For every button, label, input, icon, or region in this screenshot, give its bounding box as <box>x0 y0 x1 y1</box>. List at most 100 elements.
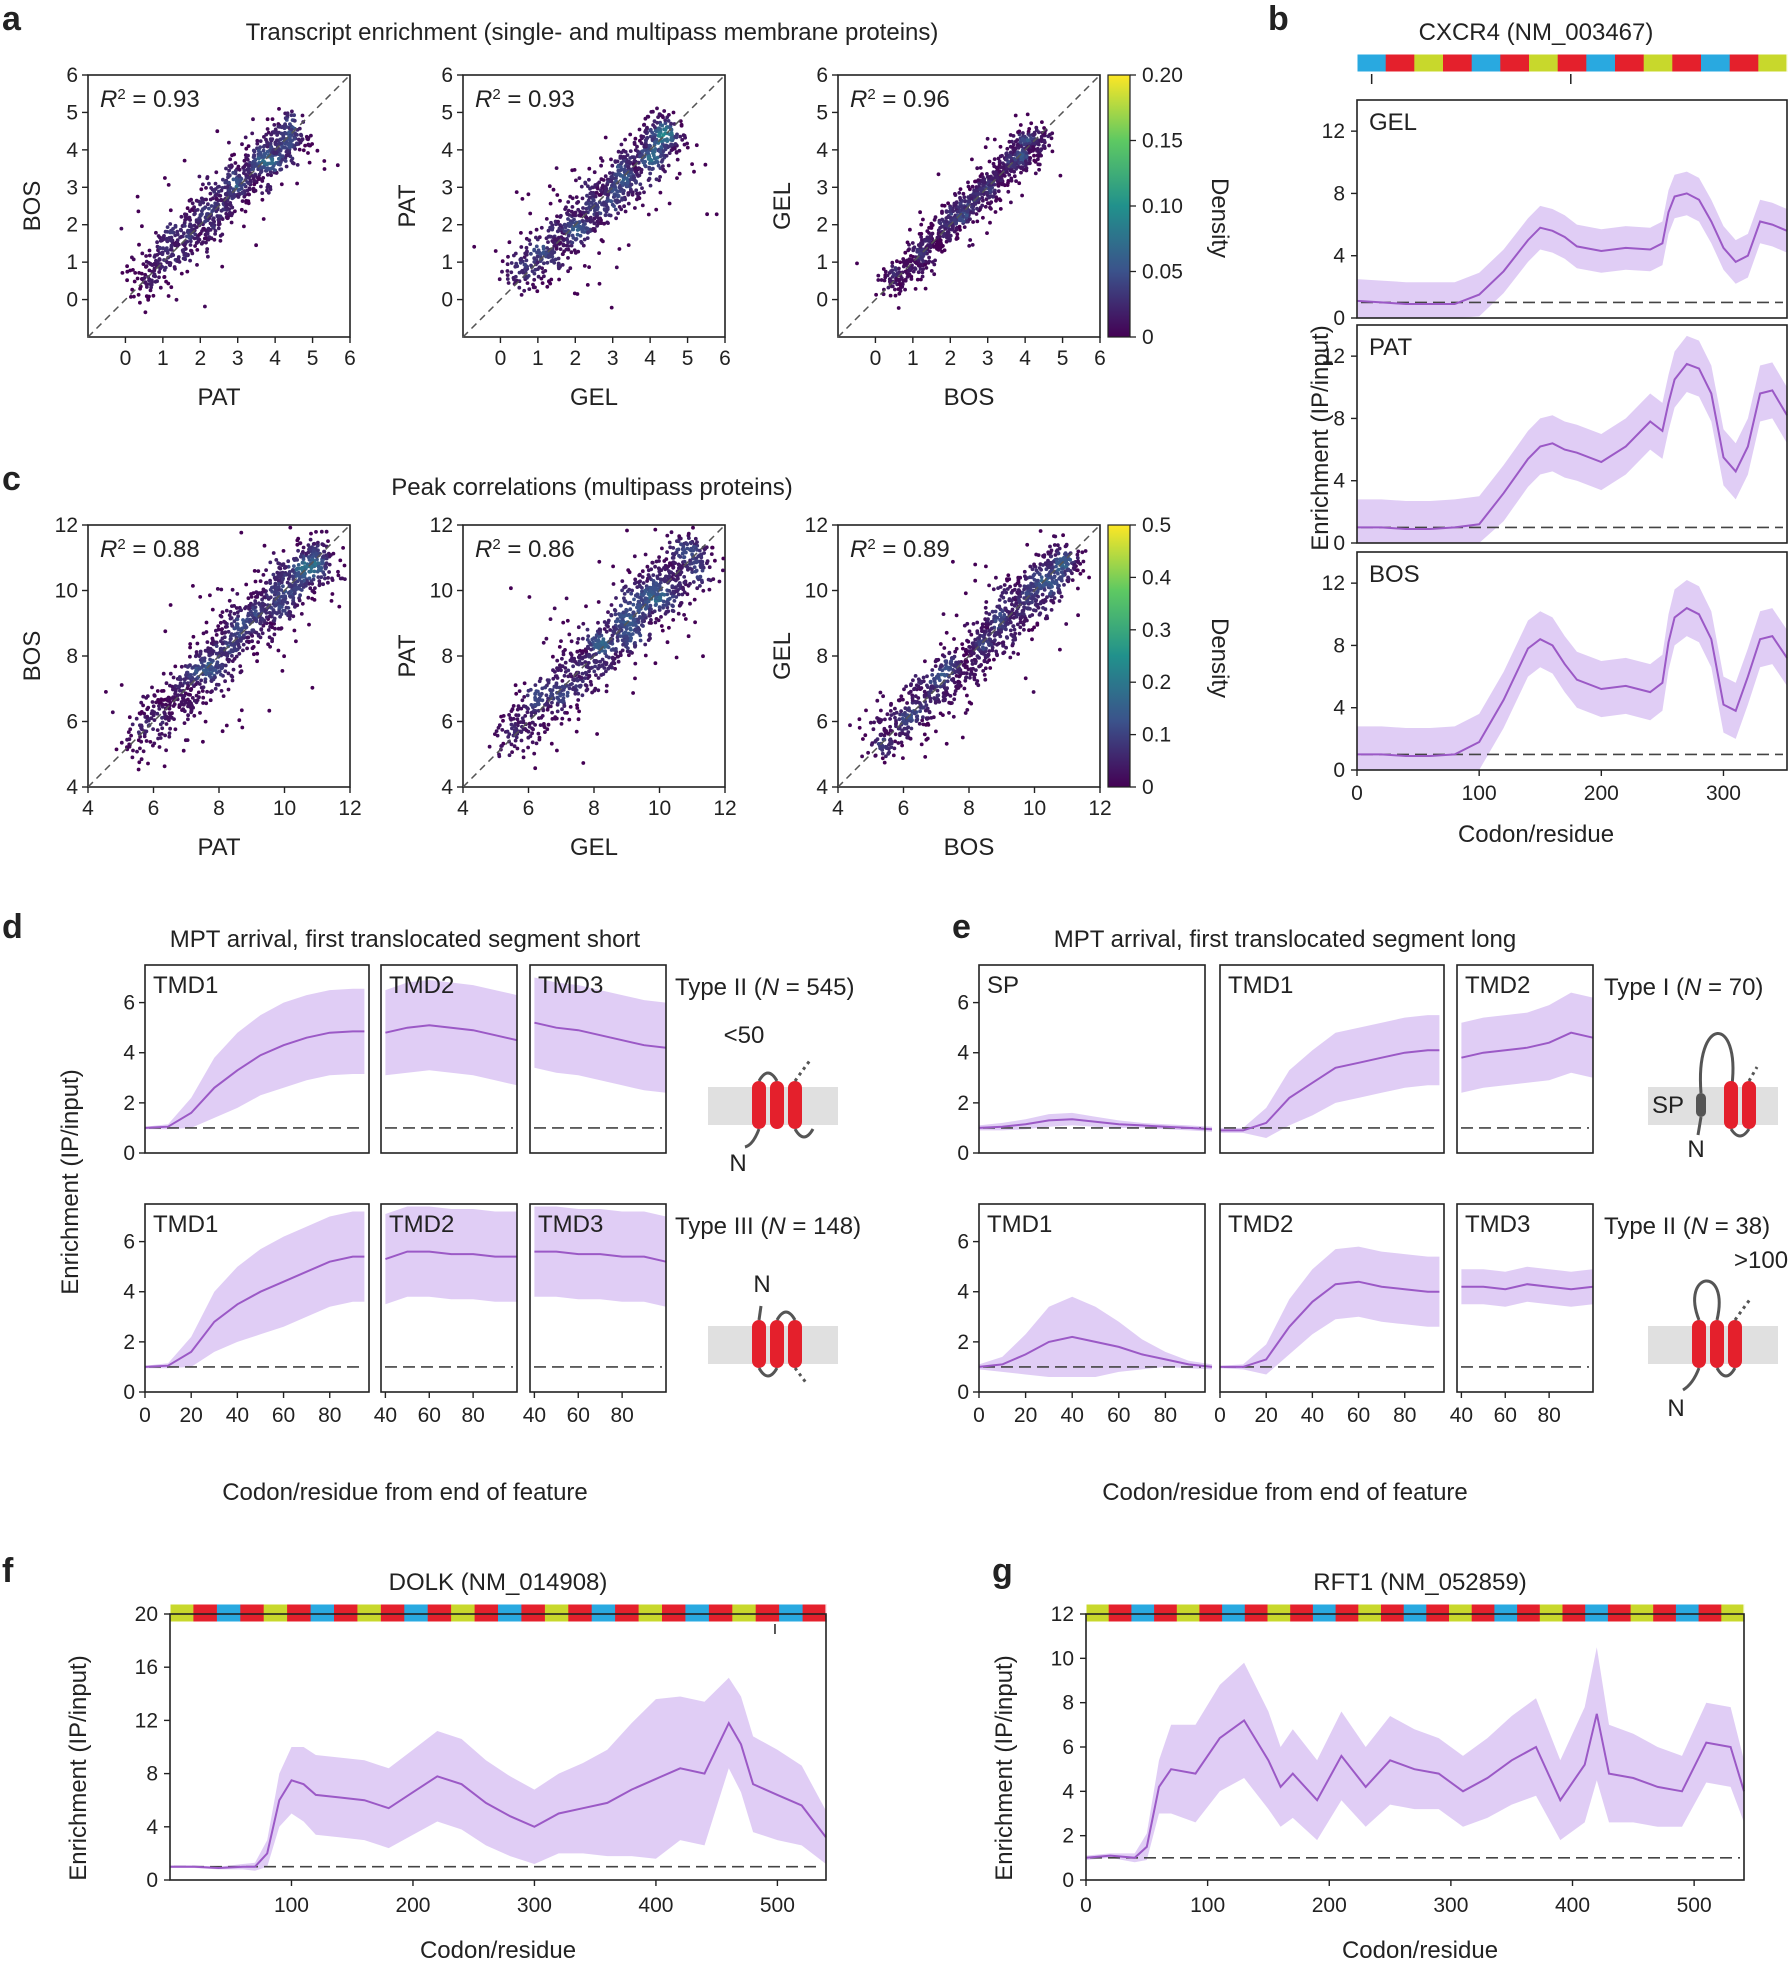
scatter-point <box>1001 182 1005 187</box>
scatter-point <box>275 570 280 575</box>
scatter-point <box>575 649 580 654</box>
scatter-point <box>548 617 553 621</box>
scatter-point <box>125 264 129 269</box>
scatter-point <box>222 619 227 624</box>
scatter-point <box>531 282 535 287</box>
scatter-point <box>186 216 191 221</box>
scatter-point <box>633 577 638 582</box>
scatter-point <box>657 605 662 610</box>
scatter-point <box>144 254 149 258</box>
scatter-point <box>290 568 295 573</box>
scatter-point <box>167 734 172 739</box>
scatter-point <box>506 735 511 739</box>
scatter-point <box>322 572 327 577</box>
scatter-point <box>162 275 167 279</box>
scatter-point <box>254 243 258 248</box>
scatter-point <box>576 207 581 212</box>
scatter-point <box>232 604 237 608</box>
scatter-point <box>239 708 244 713</box>
scatter-point <box>1020 193 1024 198</box>
scatter-point <box>530 740 535 745</box>
scatter-point <box>257 591 261 595</box>
scatter-point <box>272 168 277 173</box>
scatter-point <box>188 224 192 229</box>
scatter-point <box>996 156 1001 161</box>
scatter-point <box>292 564 296 568</box>
scatter-point <box>199 685 204 690</box>
scatter-point <box>1058 173 1063 178</box>
scatter-point <box>616 172 620 176</box>
scatter-point <box>611 625 616 630</box>
scatter-point <box>239 530 244 535</box>
r2-annotation: R2 = 0.88 <box>100 536 200 564</box>
scatter-point <box>335 163 340 168</box>
scatter-point <box>633 661 638 666</box>
scatter-point <box>511 276 516 280</box>
scatter-point <box>587 166 592 171</box>
scatter-point <box>322 159 327 163</box>
scatter-point <box>219 587 224 592</box>
scatter-point <box>632 142 637 147</box>
scatter-point <box>300 601 305 606</box>
scatter-point <box>924 266 929 270</box>
scatter-point <box>606 221 610 226</box>
scatter-point <box>643 164 648 169</box>
scatter-point <box>525 281 530 285</box>
scatter-point <box>286 613 290 618</box>
scatter-point <box>329 599 334 603</box>
scatter-point <box>179 234 184 239</box>
scatter-point <box>682 142 687 147</box>
scatter-point <box>584 215 589 220</box>
scatter-point <box>595 191 599 195</box>
scatter-point <box>261 165 266 169</box>
scatter-point <box>151 704 156 709</box>
scatter-point <box>300 560 305 565</box>
panel-c-title: Peak correlations (multipass proteins) <box>391 474 793 501</box>
scatter-point <box>1040 120 1044 124</box>
scatter-point <box>608 213 613 218</box>
scatter-point <box>179 664 184 669</box>
scatter-point <box>964 213 969 218</box>
scatter-point <box>199 187 204 192</box>
y-tick-label: 4 <box>441 139 453 162</box>
scatter-point <box>976 178 981 183</box>
scatter-point <box>1000 153 1004 158</box>
scatter-point <box>574 195 579 200</box>
scatter-point <box>173 225 178 229</box>
scatter-point <box>145 707 150 712</box>
scatter-point <box>209 690 213 694</box>
scatter-point <box>242 224 246 229</box>
scatter-point <box>611 629 615 634</box>
panel-f-xlabel: Codon/residue <box>420 1937 576 1964</box>
scatter-point <box>238 608 243 612</box>
scatter-point <box>279 167 284 172</box>
x-tick-label: 0 <box>120 347 132 370</box>
scatter-point <box>657 134 661 138</box>
scatter-point <box>201 207 205 212</box>
x-axis-label: BOS <box>944 384 995 411</box>
scatter-point <box>265 149 270 154</box>
scatter-point <box>640 186 644 191</box>
scatter-point <box>657 112 662 117</box>
scatter-point <box>575 703 579 708</box>
scatter-point <box>506 281 511 285</box>
panel-f-ylabel: Enrichment (IP/input) <box>65 1655 92 1880</box>
scatter-point <box>619 142 624 147</box>
scatter-point <box>651 109 655 114</box>
y-axis-label: BOS <box>19 181 46 232</box>
scatter-point <box>160 726 165 731</box>
scatter-point <box>235 179 239 184</box>
scatter-point <box>651 573 656 577</box>
scatter-point <box>279 131 284 136</box>
scatter-point <box>276 648 281 653</box>
scatter-point <box>947 234 951 239</box>
scatter-point <box>500 269 504 274</box>
scatter-point <box>1004 157 1009 162</box>
r2-annotation: R2 = 0.96 <box>850 86 950 114</box>
scatter-point <box>555 214 559 219</box>
scatter-point <box>541 640 546 645</box>
scatter-point <box>132 294 136 299</box>
scatter-point <box>618 650 623 655</box>
y-tick-label: 5 <box>816 101 828 124</box>
scatter-point <box>586 184 590 189</box>
